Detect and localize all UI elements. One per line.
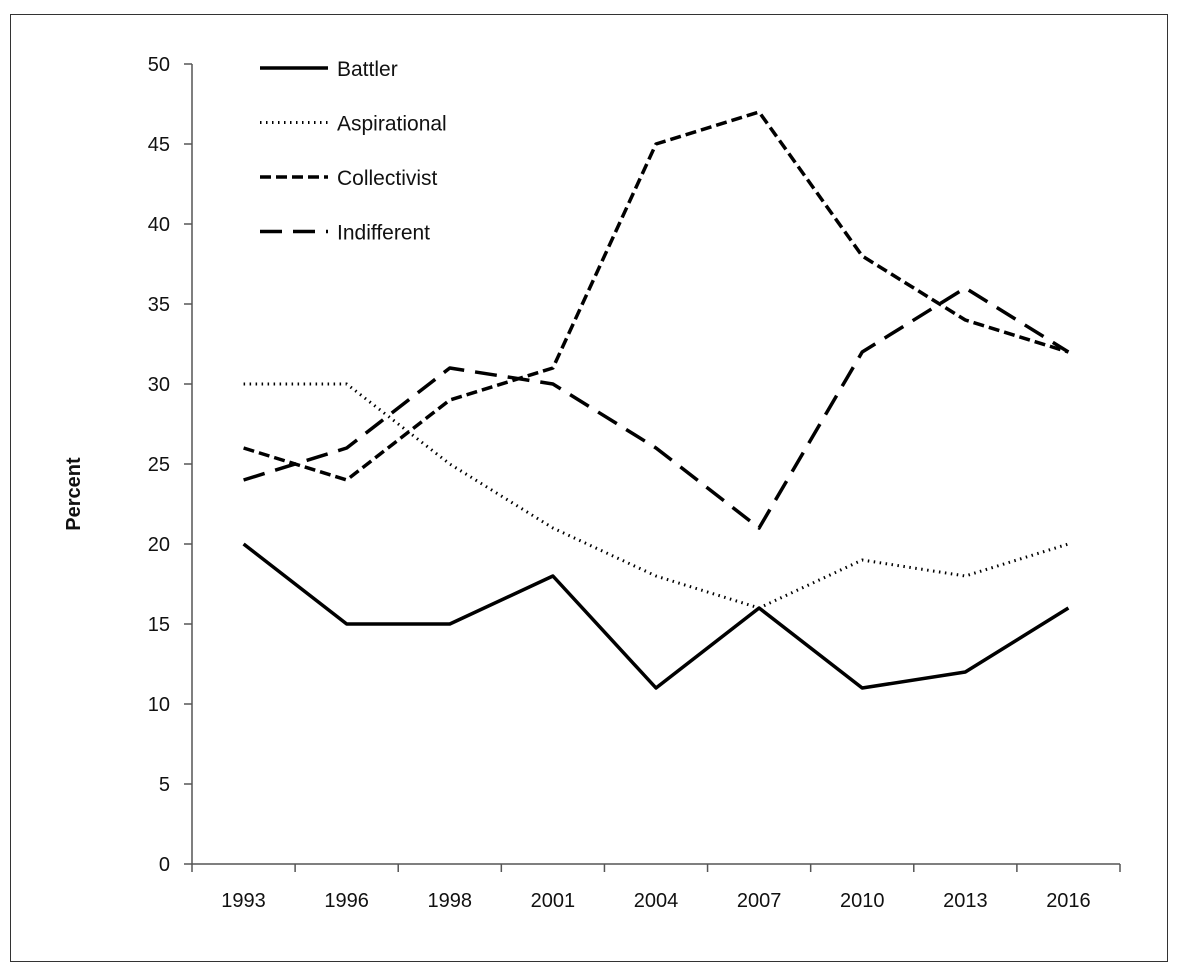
y-tick-label: 30 xyxy=(148,374,170,396)
x-tick-label: 1996 xyxy=(324,890,369,912)
legend: Battler Aspirational Collectivist Indiffere… xyxy=(260,58,447,245)
x-tick-label: 2004 xyxy=(634,890,679,912)
y-tick-label: 15 xyxy=(148,614,170,636)
series-line-indifferent xyxy=(243,286,1070,530)
series-line-battler xyxy=(242,542,1070,690)
y-tick-label: 50 xyxy=(148,54,170,76)
x-tick-label: 2007 xyxy=(737,890,782,912)
legend-label-collectivist: Collectivist xyxy=(337,167,438,190)
x-tick-label: 1993 xyxy=(221,890,266,912)
y-tick-label: 10 xyxy=(148,694,170,716)
x-tick-label: 2013 xyxy=(943,890,988,912)
legend-label-aspirational: Aspirational xyxy=(337,113,447,136)
x-tick-label: 2001 xyxy=(531,890,576,912)
legend-label-battler: Battler xyxy=(337,58,398,81)
series-group xyxy=(242,110,1070,690)
y-axis-title: Percent xyxy=(63,457,85,531)
series-line-aspirational xyxy=(243,382,1069,610)
x-tick-label: 1998 xyxy=(428,890,473,912)
series-line-collectivist xyxy=(243,110,1069,482)
y-tick-label: 0 xyxy=(159,854,170,876)
y-tick-label: 20 xyxy=(148,534,170,556)
legend-label-indifferent: Indifferent xyxy=(337,222,430,245)
x-tick-label: 2010 xyxy=(840,890,885,912)
chart-frame xyxy=(10,14,1168,962)
y-tick-label: 40 xyxy=(148,214,170,236)
y-tick-label: 35 xyxy=(148,294,170,316)
y-tick-label: 25 xyxy=(148,454,170,476)
y-tick-label: 45 xyxy=(148,134,170,156)
axes-group: 0 5 10 15 20 25 30 35 40 45 50 1993 1996 1998 2001 2004… xyxy=(148,54,1121,912)
y-tick-label: 5 xyxy=(159,774,170,796)
x-tick-label: 2016 xyxy=(1046,890,1091,912)
